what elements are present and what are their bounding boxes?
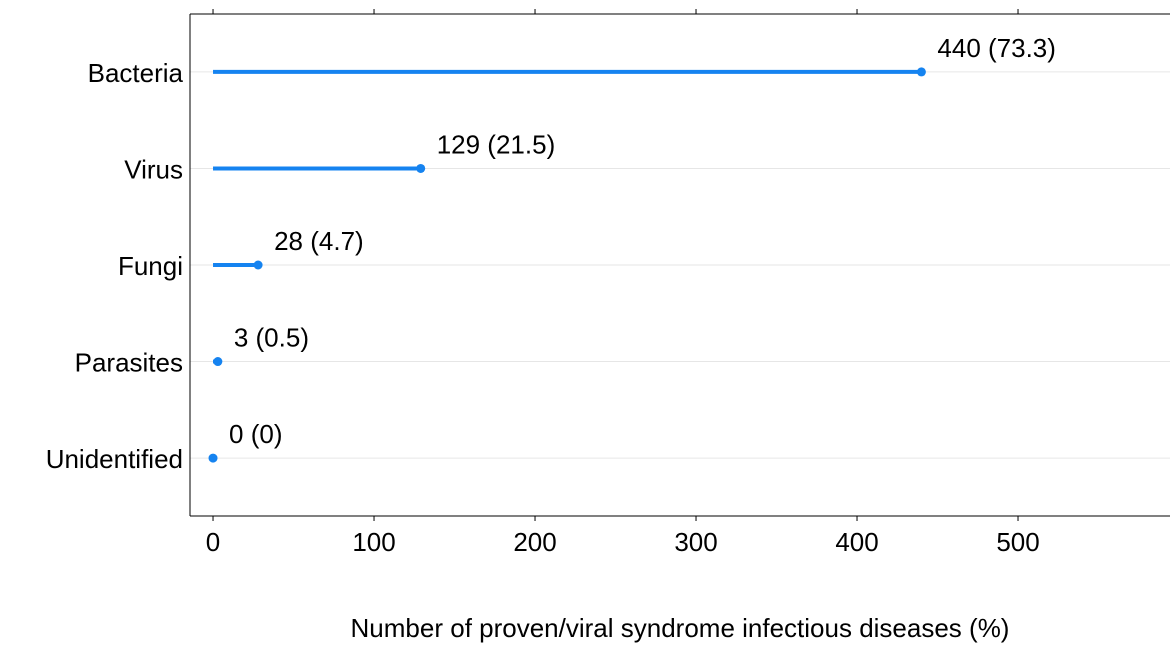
dot — [213, 357, 223, 367]
data-label: 440 (73.3) — [937, 33, 1056, 63]
y-tick-label: Bacteria — [88, 58, 184, 88]
x-tick-label: 0 — [206, 527, 220, 557]
dot — [253, 260, 263, 270]
dot — [208, 453, 218, 463]
y-tick-label: Unidentified — [46, 444, 183, 474]
x-tick-label: 100 — [352, 527, 395, 557]
data-label: 28 (4.7) — [274, 226, 364, 256]
data-label: 129 (21.5) — [437, 129, 556, 159]
data-label: 0 (0) — [229, 419, 282, 449]
x-tick-label: 400 — [835, 527, 878, 557]
dot — [916, 67, 926, 77]
y-tick-label: Parasites — [75, 347, 183, 377]
data-label: 3 (0.5) — [234, 322, 309, 352]
x-tick-label: 200 — [513, 527, 556, 557]
x-tick-label: 300 — [674, 527, 717, 557]
dot — [416, 163, 426, 173]
y-tick-label: Virus — [124, 154, 183, 184]
x-tick-label: 500 — [996, 527, 1039, 557]
y-tick-label: Fungi — [118, 251, 183, 281]
x-axis-title: Number of proven/viral syndrome infectio… — [351, 613, 1010, 643]
